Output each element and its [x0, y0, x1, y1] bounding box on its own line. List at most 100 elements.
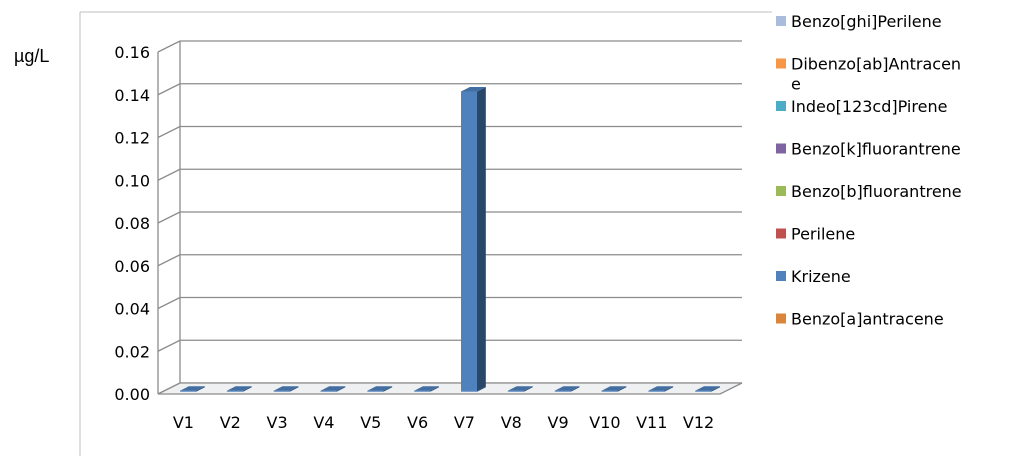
bar-side-face [477, 386, 486, 392]
legend-label-indeo-123cd-pirene: Indeo[123cd]Pirene [791, 97, 947, 116]
y-tick-label-5: 0.10 [114, 171, 150, 190]
legend-label-krizene: Krizene [791, 267, 851, 286]
bar-v12-benzo-ghi-perilene [695, 386, 720, 392]
bar-v6-benzo-ghi-perilene [414, 386, 439, 392]
legend-label-benzo-b-fluorantrene: Benzo[b]fluorantrene [791, 182, 962, 201]
legend-swatch-benzo-a-antracene [776, 313, 786, 324]
bar-front-face [461, 390, 478, 392]
bar-front-face [507, 390, 524, 392]
bar-front-face [695, 390, 712, 392]
bar-v5-benzo-ghi-perilene [367, 386, 393, 392]
bar-front-face [554, 390, 571, 392]
bar-v7-krizene [461, 87, 486, 391]
bar-front-face [648, 390, 665, 392]
x-tick-label-v3: V3 [267, 413, 288, 432]
gridline-side-4 [157, 211, 181, 224]
bar-side-face [711, 386, 720, 392]
bar-top-face [273, 386, 299, 391]
bar-front-face [320, 390, 337, 392]
bar-front-face [601, 390, 618, 392]
bar-v4-benzo-ghi-perilene [320, 386, 346, 392]
bar-v1-benzo-ghi-perilene [180, 386, 205, 392]
gridline-side-7 [157, 83, 181, 96]
x-tick-label-v6: V6 [407, 413, 428, 432]
y-tick-label-6: 0.12 [114, 129, 150, 148]
bar-top-face [414, 386, 439, 391]
bar-top-face [695, 386, 720, 391]
bar-side-face [336, 386, 346, 392]
bar-v2-benzo-ghi-perilene [226, 386, 252, 392]
plot-area: 0.00 0.02 0.04 0.06 0.08 0.10 0.12 0.14 0.16 V1 V2… [114, 40, 743, 432]
x-tick-label-v5: V5 [360, 413, 381, 432]
floor [157, 382, 743, 395]
bar-front-face [180, 390, 197, 392]
bar-top-face [180, 386, 205, 391]
bar-v9-benzo-ghi-perilene [554, 386, 580, 392]
x-tick-label-v1: V1 [173, 413, 194, 432]
x-tick-label-v10: V10 [589, 413, 620, 432]
gridline-side-3 [157, 254, 181, 267]
x-tick-label-v12: V12 [683, 413, 714, 432]
legend-swatch-dibenzo-ab-antracene [776, 58, 786, 69]
legend-label-dibenzo-ab-antracene-cont: e [791, 75, 801, 94]
x-tick-label-v11: V11 [636, 413, 667, 432]
bar-v3-benzo-ghi-perilene [273, 386, 299, 392]
y-tick-label-8: 0.16 [114, 43, 150, 62]
y-tick-label-1: 0.02 [114, 342, 150, 361]
legend-swatch-indeo-123cd-pirene [776, 101, 786, 111]
legend-label-benzo-ghi-perilene: Benzo[ghi]Perilene [791, 12, 942, 31]
bar-front-face [367, 390, 384, 392]
bar-front-face [273, 390, 290, 392]
bar-side-face [477, 87, 486, 391]
bar-top-face [601, 386, 627, 391]
bar-top-face [367, 386, 393, 391]
x-tick-label-v4: V4 [313, 413, 334, 432]
bar-side-face [289, 386, 299, 392]
bar-top-face [648, 386, 674, 391]
bar-v10-benzo-ghi-perilene [601, 386, 627, 392]
legend-swatch-benzo-b-fluorantrene [776, 186, 786, 196]
y-tick-label-7: 0.14 [114, 86, 150, 105]
legend-swatch-perilene [776, 228, 786, 239]
y-axis-unit-label: µg/L [14, 46, 49, 66]
legend-swatch-benzo-k-fluorantrene [776, 143, 786, 154]
legend-label-dibenzo-ab-antracene: Dibenzo[ab]Antracen [791, 55, 961, 74]
legend-swatch-krizene [776, 271, 786, 281]
x-tick-label-v2: V2 [220, 413, 241, 432]
y-tick-label-3: 0.06 [114, 257, 150, 276]
bar-side-face [430, 386, 439, 392]
legend-label-perilene: Perilene [791, 225, 855, 244]
bar-v8-benzo-ghi-perilene [507, 386, 533, 392]
y-tick-label-2: 0.04 [114, 300, 150, 319]
bar-top-face [320, 386, 346, 391]
bar-side-face [617, 386, 627, 392]
bar-top-face [554, 386, 580, 391]
bar-front-face [414, 390, 431, 392]
x-tick-label-v9: V9 [548, 413, 569, 432]
bar-top-face [226, 386, 252, 391]
bar-front-face [461, 91, 478, 391]
gridline-side-2 [157, 296, 181, 310]
bar-side-face [242, 386, 252, 392]
y-tick-label-4: 0.08 [114, 214, 150, 233]
gridline-side-5 [157, 168, 181, 181]
gridline-side-6 [157, 125, 181, 139]
bar-side-face [570, 386, 580, 392]
legend-label-benzo-k-fluorantrene: Benzo[k]fluorantrene [791, 140, 961, 159]
bar-side-face [383, 386, 393, 392]
bar-v11-benzo-ghi-perilene [648, 386, 674, 392]
gridline-side-1 [157, 339, 181, 352]
legend-label-benzo-a-antracene: Benzo[a]antracene [791, 310, 944, 329]
legend-swatch-benzo-ghi-perilene [776, 16, 786, 26]
bar-top-face [461, 87, 486, 92]
gridline-side-8 [157, 40, 181, 53]
y-tick-label-0: 0.00 [114, 385, 150, 404]
bar-side-face [664, 386, 674, 392]
bar-side-face [196, 386, 205, 392]
x-tick-label-v7: V7 [454, 413, 475, 432]
bar-side-face [523, 386, 533, 392]
x-tick-label-v8: V8 [501, 413, 522, 432]
bar-front-face [226, 390, 243, 392]
